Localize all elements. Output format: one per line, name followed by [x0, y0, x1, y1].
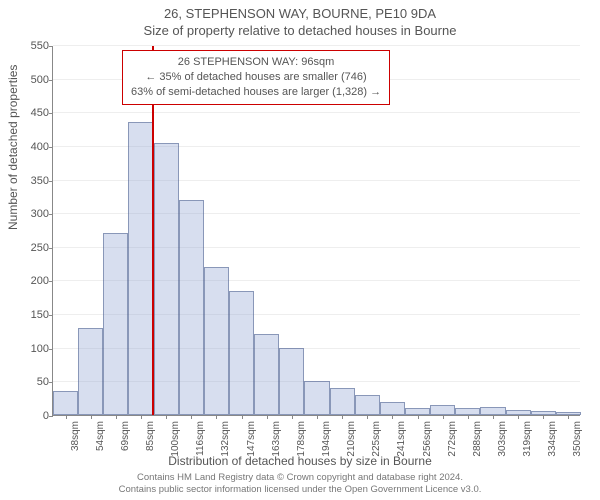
xtick-label: 38sqm: [70, 421, 81, 451]
ytick-label: 400: [17, 141, 49, 153]
xtick-mark: [166, 415, 167, 419]
xtick-mark: [392, 415, 393, 419]
histogram-bar: [179, 200, 204, 415]
ytick-mark: [49, 181, 53, 182]
histogram-bar: [128, 122, 153, 415]
xtick-label: 319sqm: [522, 421, 533, 457]
histogram-bar: [330, 388, 355, 415]
ytick-mark: [49, 147, 53, 148]
ytick-label: 350: [17, 175, 49, 187]
histogram-bar: [304, 381, 329, 415]
xtick-label: 303sqm: [497, 421, 508, 457]
histogram-bar: [254, 334, 279, 415]
ytick-mark: [49, 214, 53, 215]
ytick-mark: [49, 416, 53, 417]
ytick-label: 50: [17, 376, 49, 388]
title-sub: Size of property relative to detached ho…: [0, 21, 600, 38]
footer-line2: Contains public sector information licen…: [0, 484, 600, 496]
chart-container: 26, STEPHENSON WAY, BOURNE, PE10 9DA Siz…: [0, 0, 600, 500]
ytick-label: 0: [17, 410, 49, 422]
histogram-bar: [405, 408, 430, 415]
ytick-mark: [49, 315, 53, 316]
ytick-mark: [49, 46, 53, 47]
xtick-label: 225sqm: [371, 421, 382, 457]
xtick-mark: [292, 415, 293, 419]
xtick-label: 194sqm: [321, 421, 332, 457]
gridline: [53, 45, 580, 46]
gridline: [53, 112, 580, 113]
ytick-label: 550: [17, 40, 49, 52]
xtick-label: 69sqm: [120, 421, 131, 451]
xtick-mark: [443, 415, 444, 419]
xtick-label: 210sqm: [346, 421, 357, 457]
xtick-mark: [191, 415, 192, 419]
annotation-line2: ← 35% of detached houses are smaller (74…: [131, 70, 381, 85]
histogram-bar: [480, 407, 505, 415]
xtick-mark: [367, 415, 368, 419]
ytick-mark: [49, 382, 53, 383]
xtick-mark: [66, 415, 67, 419]
ytick-label: 300: [17, 208, 49, 220]
xtick-label: 241sqm: [396, 421, 407, 457]
xtick-mark: [242, 415, 243, 419]
histogram-bar: [355, 395, 380, 415]
xtick-mark: [216, 415, 217, 419]
xtick-label: 256sqm: [422, 421, 433, 457]
histogram-bar: [229, 291, 254, 415]
histogram-bar: [279, 348, 304, 415]
xtick-mark: [91, 415, 92, 419]
ytick-label: 200: [17, 275, 49, 287]
ytick-label: 100: [17, 343, 49, 355]
histogram-bar: [204, 267, 229, 415]
xtick-mark: [418, 415, 419, 419]
xtick-label: 334sqm: [547, 421, 558, 457]
xtick-label: 350sqm: [572, 421, 583, 457]
histogram-bar: [430, 405, 455, 415]
ytick-label: 450: [17, 107, 49, 119]
ytick-mark: [49, 80, 53, 81]
xtick-label: 132sqm: [220, 421, 231, 457]
histogram-bar: [455, 408, 480, 415]
xtick-mark: [116, 415, 117, 419]
histogram-bar: [103, 233, 128, 415]
title-main: 26, STEPHENSON WAY, BOURNE, PE10 9DA: [0, 0, 600, 21]
xtick-label: 272sqm: [447, 421, 458, 457]
xtick-label: 147sqm: [246, 421, 257, 457]
histogram-bar: [78, 328, 103, 415]
xtick-mark: [518, 415, 519, 419]
xtick-mark: [493, 415, 494, 419]
xtick-mark: [267, 415, 268, 419]
xtick-label: 100sqm: [170, 421, 181, 457]
xtick-label: 163sqm: [271, 421, 282, 457]
xtick-mark: [317, 415, 318, 419]
ytick-label: 150: [17, 309, 49, 321]
ytick-label: 250: [17, 242, 49, 254]
xtick-label: 178sqm: [296, 421, 307, 457]
histogram-bar: [380, 402, 405, 415]
x-axis-label: Distribution of detached houses by size …: [0, 454, 600, 468]
ytick-mark: [49, 113, 53, 114]
xtick-label: 288sqm: [472, 421, 483, 457]
annotation-line1: 26 STEPHENSON WAY: 96sqm: [131, 55, 381, 70]
xtick-mark: [568, 415, 569, 419]
xtick-label: 116sqm: [195, 421, 206, 456]
footer: Contains HM Land Registry data © Crown c…: [0, 472, 600, 496]
reference-annotation: 26 STEPHENSON WAY: 96sqm ← 35% of detach…: [122, 50, 390, 105]
chart-area: 05010015020025030035040045050055038sqm54…: [52, 46, 580, 416]
histogram-bar: [53, 391, 78, 415]
histogram-bar: [154, 143, 179, 415]
xtick-mark: [543, 415, 544, 419]
xtick-label: 54sqm: [95, 421, 106, 451]
annotation-line3: 63% of semi-detached houses are larger (…: [131, 85, 381, 100]
xtick-mark: [342, 415, 343, 419]
xtick-mark: [141, 415, 142, 419]
xtick-mark: [468, 415, 469, 419]
ytick-mark: [49, 281, 53, 282]
footer-line1: Contains HM Land Registry data © Crown c…: [0, 472, 600, 484]
ytick-label: 500: [17, 74, 49, 86]
ytick-mark: [49, 349, 53, 350]
xtick-label: 85sqm: [145, 421, 156, 451]
ytick-mark: [49, 248, 53, 249]
